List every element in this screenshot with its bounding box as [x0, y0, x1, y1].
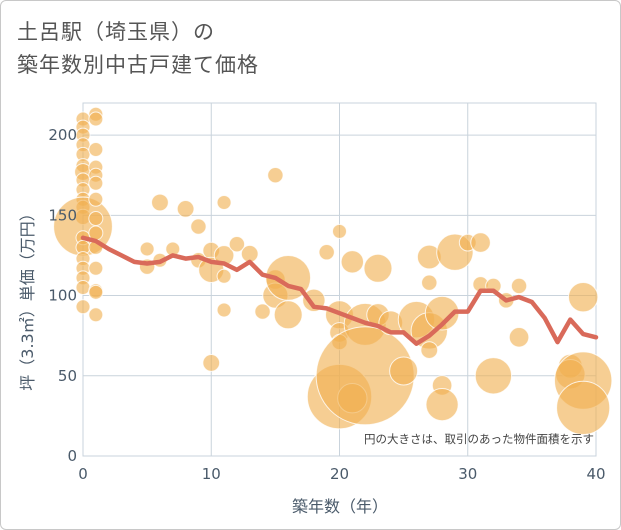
x-tick-label: 0 [78, 465, 88, 483]
data-bubble [556, 380, 611, 435]
data-bubble [340, 250, 365, 274]
data-bubble [228, 236, 246, 253]
data-bubble [363, 253, 393, 283]
data-bubble [425, 388, 459, 422]
data-bubble [332, 223, 347, 239]
data-bubble [75, 299, 91, 315]
data-bubble [88, 284, 104, 300]
x-tick-label: 40 [586, 465, 605, 483]
data-bubble [567, 281, 599, 313]
chart-title-line2: 築年数別中古戸建て価格 [17, 53, 259, 77]
data-bubble [318, 244, 335, 261]
data-bubble [88, 111, 104, 127]
y-tick-label: 50 [58, 367, 77, 385]
x-axis-label: 築年数（年） [292, 497, 388, 516]
data-bubble [273, 300, 303, 330]
y-tick-label: 200 [48, 126, 77, 144]
y-tick-label: 150 [48, 206, 77, 224]
data-bubble [88, 191, 104, 207]
data-bubble [267, 167, 284, 184]
data-bubble [151, 193, 169, 212]
data-bubble [88, 307, 104, 323]
y-tick-label: 100 [48, 287, 77, 305]
average-line-layer [80, 235, 599, 346]
data-bubble [190, 218, 207, 235]
data-bubble [216, 268, 232, 284]
data-bubble [389, 356, 419, 386]
tick-labels: 0 10 20 30 40 0 50 100 150 200 [48, 126, 605, 483]
chart-title-line1: 土呂駅（埼玉県）の [17, 20, 215, 44]
bubble-layer [53, 106, 613, 435]
data-bubble [88, 142, 104, 158]
data-bubble [139, 241, 155, 257]
data-bubble [216, 302, 232, 318]
data-bubble [202, 354, 221, 372]
bubble-size-note: 円の大きさは、取引のあった物件面積を示す [364, 432, 594, 446]
data-bubble [510, 277, 528, 295]
x-tick-label: 20 [330, 465, 349, 483]
x-tick-label: 30 [458, 465, 477, 483]
data-bubble [216, 194, 232, 210]
data-bubble [420, 341, 439, 360]
x-tick-label: 10 [202, 465, 221, 483]
data-bubble [254, 303, 271, 320]
data-bubble [88, 260, 104, 276]
y-tick-label: 0 [67, 447, 77, 465]
y-axis-label: 坪（3.3㎡）単価（万円） [18, 205, 37, 390]
data-bubble [88, 175, 104, 191]
data-bubble [88, 211, 104, 227]
data-bubble [470, 232, 491, 253]
data-bubble [421, 274, 438, 291]
data-bubble [176, 200, 195, 218]
data-bubble [474, 357, 513, 395]
data-bubble [508, 326, 530, 348]
average-price-line [80, 235, 599, 346]
data-bubble [75, 280, 91, 296]
chart-title: 土呂駅（埼玉県）の 築年数別中古戸建て価格 [17, 16, 259, 82]
